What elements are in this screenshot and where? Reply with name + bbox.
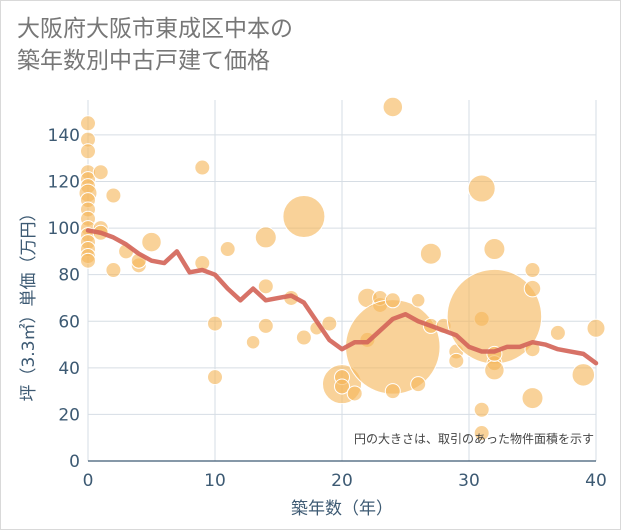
x-tick-label: 20 — [331, 471, 353, 491]
trend-series — [85, 228, 599, 366]
y-tick-label: 60 — [58, 312, 80, 332]
x-tick-label: 30 — [458, 471, 480, 491]
bubble-point — [571, 363, 596, 387]
bubble-point — [484, 359, 505, 381]
bubble-point — [473, 401, 490, 418]
bubble-point — [321, 315, 338, 332]
y-tick-label: 0 — [69, 452, 80, 472]
bubble-point — [483, 238, 506, 261]
bubble-point — [257, 317, 274, 334]
bubble-point — [194, 159, 211, 176]
y-tick-label: 100 — [48, 219, 80, 239]
bubble-point — [92, 164, 109, 181]
bubble-series — [78, 96, 606, 442]
bubble-point — [207, 369, 223, 386]
y-tick-label: 40 — [58, 359, 80, 379]
bubble-point — [382, 96, 404, 118]
axes: 0 10 20 30 40 0 20 40 60 80 100 120 140 — [48, 126, 607, 491]
x-tick-label: 40 — [585, 471, 607, 491]
chart-title: 大阪府大阪市東成区中本の 築年数別中古戸建て価格 — [17, 16, 293, 74]
bubble-point — [524, 262, 541, 279]
bubble-point — [473, 425, 490, 442]
bubble-point — [410, 376, 427, 393]
bubble-point — [105, 187, 122, 204]
bubble-point — [141, 231, 162, 253]
bubble-point — [254, 226, 277, 249]
bubble-point — [384, 383, 401, 400]
bubble-point — [80, 143, 96, 160]
size-note: 円の大きさは、取引のあった物件面積を示す — [354, 431, 594, 446]
bubble-point — [219, 241, 236, 258]
bubble-point — [384, 292, 401, 309]
bubble-point — [523, 279, 542, 298]
bubble-point — [105, 262, 122, 279]
y-axis-label: 坪（3.3㎡）単価（万円） — [19, 204, 39, 401]
bubble-point — [282, 194, 326, 238]
x-axis-label: 築年数（年） — [291, 499, 393, 519]
bubble-point — [207, 315, 223, 332]
bubble-point — [334, 378, 350, 395]
y-tick-label: 120 — [48, 173, 80, 193]
bubble-point — [419, 242, 442, 265]
y-tick-label: 140 — [48, 126, 80, 146]
x-tick-label: 0 — [83, 471, 94, 491]
bubble-point — [586, 318, 606, 338]
bubble-point — [257, 278, 274, 295]
bubble-point — [245, 334, 261, 350]
bubble-point — [346, 385, 363, 402]
bubble-point — [295, 329, 312, 346]
trend-line — [85, 228, 599, 366]
bubble-point — [549, 324, 566, 341]
y-tick-label: 20 — [58, 405, 80, 425]
bubble-point — [345, 299, 441, 395]
x-tick-label: 10 — [204, 471, 226, 491]
bubble-point — [80, 252, 96, 269]
bubble-point — [467, 174, 496, 203]
y-tick-label: 80 — [58, 266, 80, 286]
bubble-point — [80, 115, 96, 132]
bubble-point — [521, 387, 544, 410]
bubble-point — [448, 352, 465, 369]
bubble-point — [410, 293, 426, 308]
